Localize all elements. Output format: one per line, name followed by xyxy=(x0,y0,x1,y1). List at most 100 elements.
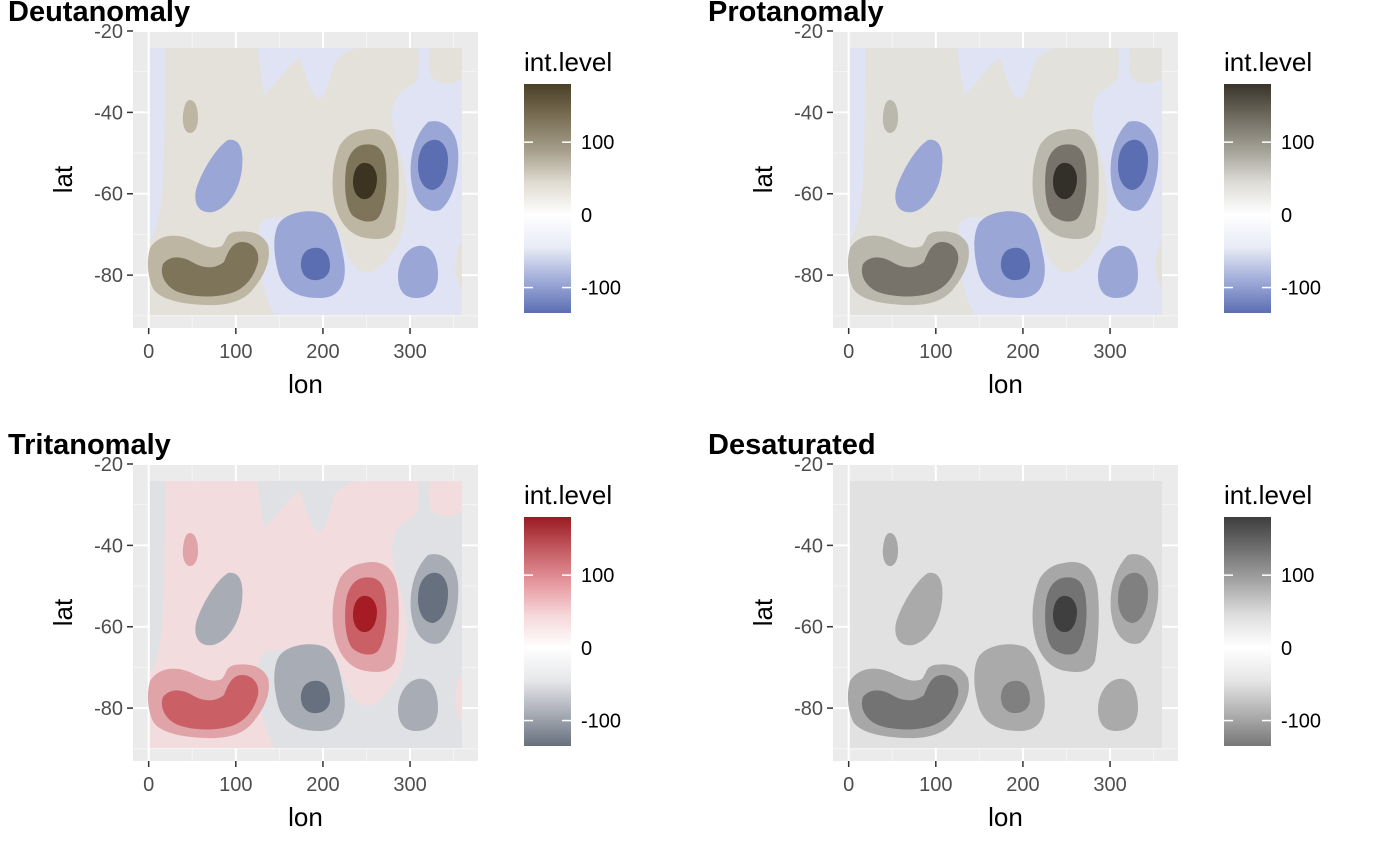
contour-band-neg3 xyxy=(1000,247,1030,281)
contour-band-pos1 xyxy=(1155,240,1162,290)
contour-band-pos1 xyxy=(1128,48,1162,84)
contour-plot: 0 100 200 300 -20 -40 -60 -80 lon lat int.level 100… xyxy=(748,21,1321,399)
legend-label: 100 xyxy=(581,565,614,587)
contour-field xyxy=(147,48,462,315)
contour-band-pos1 xyxy=(1155,673,1162,723)
contour-band-neg3 xyxy=(1000,680,1030,714)
y-tick-label: -20 xyxy=(794,21,823,43)
legend-label: 100 xyxy=(1281,132,1314,154)
contour-band-pos2 xyxy=(182,533,198,566)
y-tick-label: -20 xyxy=(94,21,123,43)
x-tick-label: 0 xyxy=(143,341,154,363)
panel-deutanomaly: 0 100 200 300 -20 -40 -60 -80 lon lat int.level 100… xyxy=(0,0,700,433)
x-tick-label: 0 xyxy=(843,774,854,796)
contour-field xyxy=(847,481,1162,748)
contour-band-neg2 xyxy=(895,139,943,213)
x-tick-label: 0 xyxy=(143,774,154,796)
legend-title: int.level xyxy=(1224,480,1312,510)
y-tick-label: -20 xyxy=(94,454,123,476)
legend-colorbar xyxy=(1224,84,1271,313)
legend-label: 100 xyxy=(1281,565,1314,587)
contour-plot: 0 100 200 300 -20 -40 -60 -80 lon lat int.level 100… xyxy=(748,454,1321,832)
contour-band-neg3 xyxy=(418,572,448,623)
x-axis-title: lon xyxy=(988,802,1023,832)
contour-field xyxy=(847,48,1162,315)
contour-band-pos2 xyxy=(882,533,898,566)
y-axis-title: lat xyxy=(748,165,778,193)
contour-band-pos1 xyxy=(455,673,462,723)
x-axis-title: lon xyxy=(288,802,323,832)
x-tick-label: 0 xyxy=(843,341,854,363)
x-tick-label: 100 xyxy=(219,774,252,796)
contour-band-neg3 xyxy=(1118,139,1148,190)
x-tick-label: 300 xyxy=(1093,341,1126,363)
contour-field xyxy=(147,481,462,748)
y-axis-title: lat xyxy=(48,598,78,626)
y-axis-title: lat xyxy=(748,598,778,626)
x-tick-label: 200 xyxy=(1006,774,1039,796)
legend-label: -100 xyxy=(1281,711,1321,733)
legend-label: 0 xyxy=(1281,638,1292,660)
y-tick-label: -60 xyxy=(794,617,823,639)
contour-plot: 0 100 200 300 -20 -40 -60 -80 lon lat int.level 100… xyxy=(48,454,621,832)
contour-band-pos3 xyxy=(161,675,259,730)
x-tick-label: 100 xyxy=(919,774,952,796)
y-tick-label: -80 xyxy=(94,265,123,287)
contour-plot: 0 100 200 300 -20 -40 -60 -80 lon lat int.level 100… xyxy=(48,21,621,399)
x-tick-label: 300 xyxy=(1093,774,1126,796)
x-tick-label: 200 xyxy=(306,341,339,363)
y-tick-label: -80 xyxy=(94,698,123,720)
x-axis-title: lon xyxy=(988,369,1023,399)
y-tick-label: -80 xyxy=(794,698,823,720)
contour-band-neg2 xyxy=(895,572,943,646)
legend-label: 100 xyxy=(581,132,614,154)
contour-band-pos3 xyxy=(861,675,959,730)
contour-band-pos2 xyxy=(882,100,898,133)
legend-colorbar xyxy=(524,84,571,313)
contour-band-pos3 xyxy=(161,242,259,297)
panel-tritanomaly: 0 100 200 300 -20 -40 -60 -80 lon lat int.level 100… xyxy=(0,429,700,866)
contour-band-pos1 xyxy=(428,481,462,517)
panel-desaturated: 0 100 200 300 -20 -40 -60 -80 lon lat int.level 100… xyxy=(700,429,1400,866)
legend-label: 0 xyxy=(581,638,592,660)
contour-band-neg3 xyxy=(1118,572,1148,623)
y-tick-label: -60 xyxy=(94,184,123,206)
y-tick-label: -40 xyxy=(794,535,823,557)
contour-band-neg3 xyxy=(300,680,330,714)
legend-title: int.level xyxy=(1224,47,1312,77)
contour-band-neg2 xyxy=(1098,678,1138,731)
contour-band-pos4 xyxy=(1053,162,1077,200)
y-tick-label: -40 xyxy=(794,102,823,124)
panel-protanomaly: 0 100 200 300 -20 -40 -60 -80 lon lat int.level 100… xyxy=(700,0,1400,433)
contour-band-neg2 xyxy=(398,678,438,731)
panel-title: Desaturated xyxy=(708,429,876,461)
contour-band-pos4 xyxy=(353,595,377,633)
contour-band-pos3 xyxy=(861,242,959,297)
legend-title: int.level xyxy=(524,480,612,510)
contour-band-neg3 xyxy=(300,247,330,281)
x-tick-label: 200 xyxy=(1006,341,1039,363)
y-tick-label: -40 xyxy=(94,535,123,557)
y-tick-label: -60 xyxy=(94,617,123,639)
y-tick-label: -60 xyxy=(794,184,823,206)
legend-colorbar xyxy=(1224,517,1271,746)
x-tick-label: 300 xyxy=(393,341,426,363)
legend-label: -100 xyxy=(1281,278,1321,300)
legend-title: int.level xyxy=(524,47,612,77)
contour-band-pos1 xyxy=(1128,481,1162,517)
legend-label: 0 xyxy=(1281,205,1292,227)
contour-band-neg2 xyxy=(398,245,438,298)
legend-label: 0 xyxy=(581,205,592,227)
panel-title: Deutanomaly xyxy=(8,0,191,28)
y-tick-label: -80 xyxy=(794,265,823,287)
legend-label: -100 xyxy=(581,711,621,733)
contour-band-pos1 xyxy=(428,48,462,84)
contour-band-neg2 xyxy=(195,572,243,646)
x-tick-label: 100 xyxy=(219,341,252,363)
panel-title: Protanomaly xyxy=(708,0,884,28)
contour-band-pos4 xyxy=(1053,595,1077,633)
contour-band-neg2 xyxy=(195,139,243,213)
x-axis-title: lon xyxy=(288,369,323,399)
contour-band-pos1 xyxy=(455,240,462,290)
y-tick-label: -20 xyxy=(794,454,823,476)
